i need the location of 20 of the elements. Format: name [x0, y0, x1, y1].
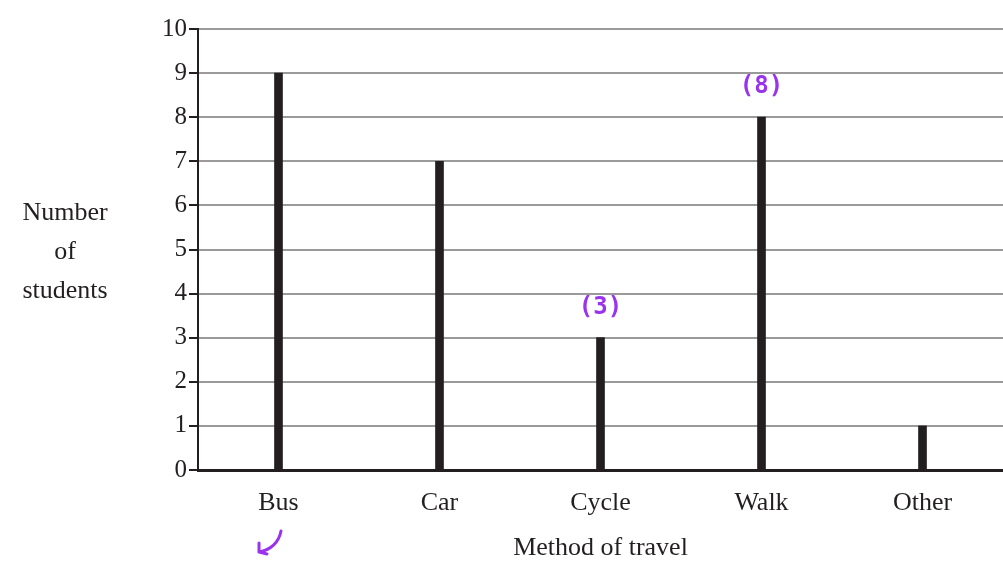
- x-tick-label: Cycle: [570, 487, 631, 517]
- y-tick-label: 5: [174, 234, 187, 262]
- x-tick-label: Walk: [734, 487, 789, 517]
- y-tick-label: 0: [174, 454, 187, 482]
- x-tick-label: Other: [892, 487, 953, 517]
- x-tick-label: Car: [420, 487, 459, 517]
- y-tick-label: 8: [174, 101, 187, 129]
- y-tick-label: 10: [162, 13, 187, 41]
- y-tick-label: 4: [174, 278, 188, 306]
- y-tick-label: 6: [174, 189, 187, 217]
- annotation: (8): [739, 71, 784, 100]
- annotation: (3): [578, 291, 623, 320]
- x-axis-title: Method of travel: [513, 532, 688, 562]
- y-tick-label: 2: [174, 366, 187, 394]
- y-tick-label: 3: [174, 322, 187, 350]
- y-tick-label: 1: [174, 410, 187, 438]
- y-tick-label: 7: [174, 145, 187, 173]
- y-tick-label: 9: [174, 57, 187, 85]
- x-tick-label: Bus: [258, 487, 299, 517]
- y-axis-title: Number of students: [22, 196, 108, 304]
